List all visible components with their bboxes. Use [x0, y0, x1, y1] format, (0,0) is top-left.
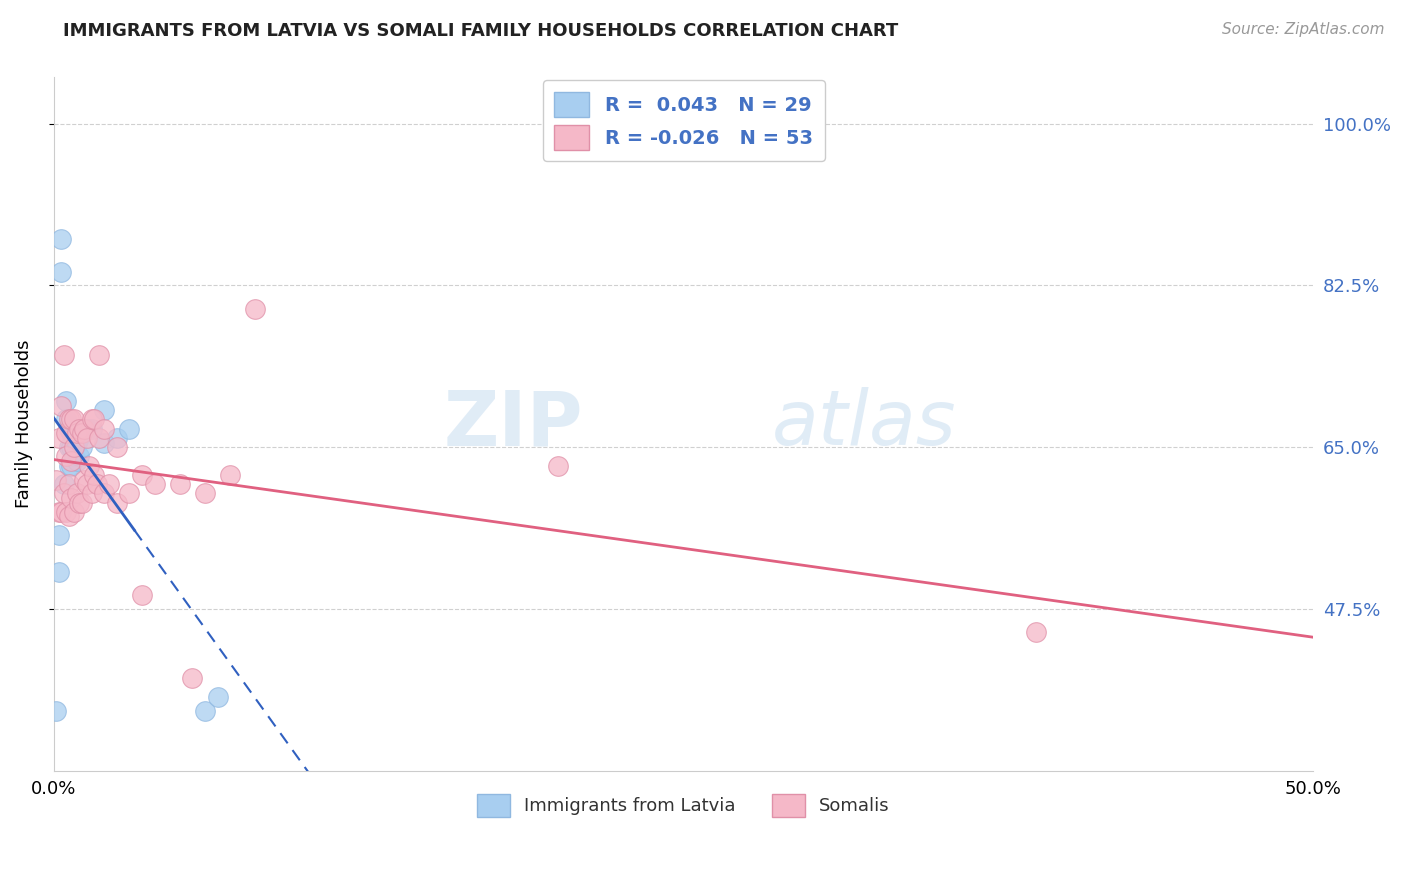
Point	[70, 426, 93, 441]
Point	[60, 491, 83, 505]
Point	[51, 399, 73, 413]
Point	[77, 458, 100, 473]
Point	[55, 450, 77, 464]
Point	[67, 495, 90, 509]
Point	[60, 440, 83, 454]
Point	[143, 477, 166, 491]
Point	[105, 431, 128, 445]
Text: ZIP: ZIP	[443, 387, 583, 461]
Point	[181, 671, 204, 685]
Point	[48, 528, 70, 542]
Point	[80, 486, 103, 500]
Point	[131, 467, 153, 482]
Point	[58, 440, 80, 454]
Point	[76, 422, 98, 436]
Point	[65, 426, 87, 441]
Point	[48, 505, 70, 519]
Point	[93, 422, 115, 436]
Point	[118, 486, 141, 500]
Point	[52, 477, 75, 491]
Point	[65, 486, 87, 500]
Point	[63, 505, 86, 519]
Y-axis label: Family Households: Family Households	[15, 340, 32, 508]
Point	[67, 450, 90, 464]
Point	[80, 412, 103, 426]
Legend: Immigrants from Latvia, Somalis: Immigrants from Latvia, Somalis	[470, 787, 897, 824]
Point	[547, 458, 569, 473]
Point	[52, 486, 75, 500]
Point	[83, 467, 105, 482]
Point	[86, 477, 108, 491]
Point	[63, 431, 86, 445]
Point	[93, 486, 115, 500]
Point	[76, 477, 98, 491]
Point	[58, 412, 80, 426]
Point	[1025, 625, 1047, 640]
Point	[194, 704, 217, 718]
Point	[60, 454, 83, 468]
Text: atlas: atlas	[772, 387, 956, 461]
Text: IMMIGRANTS FROM LATVIA VS SOMALI FAMILY HOUSEHOLDS CORRELATION CHART: IMMIGRANTS FROM LATVIA VS SOMALI FAMILY …	[63, 22, 898, 40]
Point	[55, 394, 77, 409]
Point	[169, 477, 191, 491]
Point	[245, 301, 267, 316]
Point	[83, 412, 105, 426]
Point	[70, 440, 93, 454]
Point	[51, 232, 73, 246]
Point	[48, 565, 70, 579]
Point	[52, 348, 75, 362]
Point	[45, 704, 67, 718]
Point	[60, 458, 83, 473]
Point	[63, 440, 86, 454]
Point	[63, 450, 86, 464]
Point	[194, 486, 217, 500]
Point	[80, 422, 103, 436]
Point	[65, 454, 87, 468]
Point	[45, 473, 67, 487]
Point	[60, 412, 83, 426]
Point	[58, 458, 80, 473]
Point	[131, 588, 153, 602]
Point	[73, 422, 96, 436]
Point	[105, 495, 128, 509]
Point	[55, 505, 77, 519]
Point	[55, 426, 77, 441]
Point	[58, 422, 80, 436]
Point	[118, 422, 141, 436]
Point	[70, 495, 93, 509]
Point	[58, 509, 80, 524]
Point	[89, 431, 111, 445]
Point	[55, 412, 77, 426]
Point	[58, 477, 80, 491]
Point	[207, 690, 229, 704]
Point	[93, 403, 115, 417]
Point	[105, 440, 128, 454]
Point	[93, 435, 115, 450]
Point	[48, 431, 70, 445]
Point	[76, 431, 98, 445]
Text: Source: ZipAtlas.com: Source: ZipAtlas.com	[1222, 22, 1385, 37]
Point	[63, 412, 86, 426]
Point	[67, 422, 90, 436]
Point	[51, 264, 73, 278]
Point	[67, 431, 90, 445]
Point	[60, 426, 83, 441]
Point	[65, 435, 87, 450]
Point	[98, 477, 121, 491]
Point	[73, 473, 96, 487]
Point	[89, 348, 111, 362]
Point	[51, 505, 73, 519]
Point	[219, 467, 242, 482]
